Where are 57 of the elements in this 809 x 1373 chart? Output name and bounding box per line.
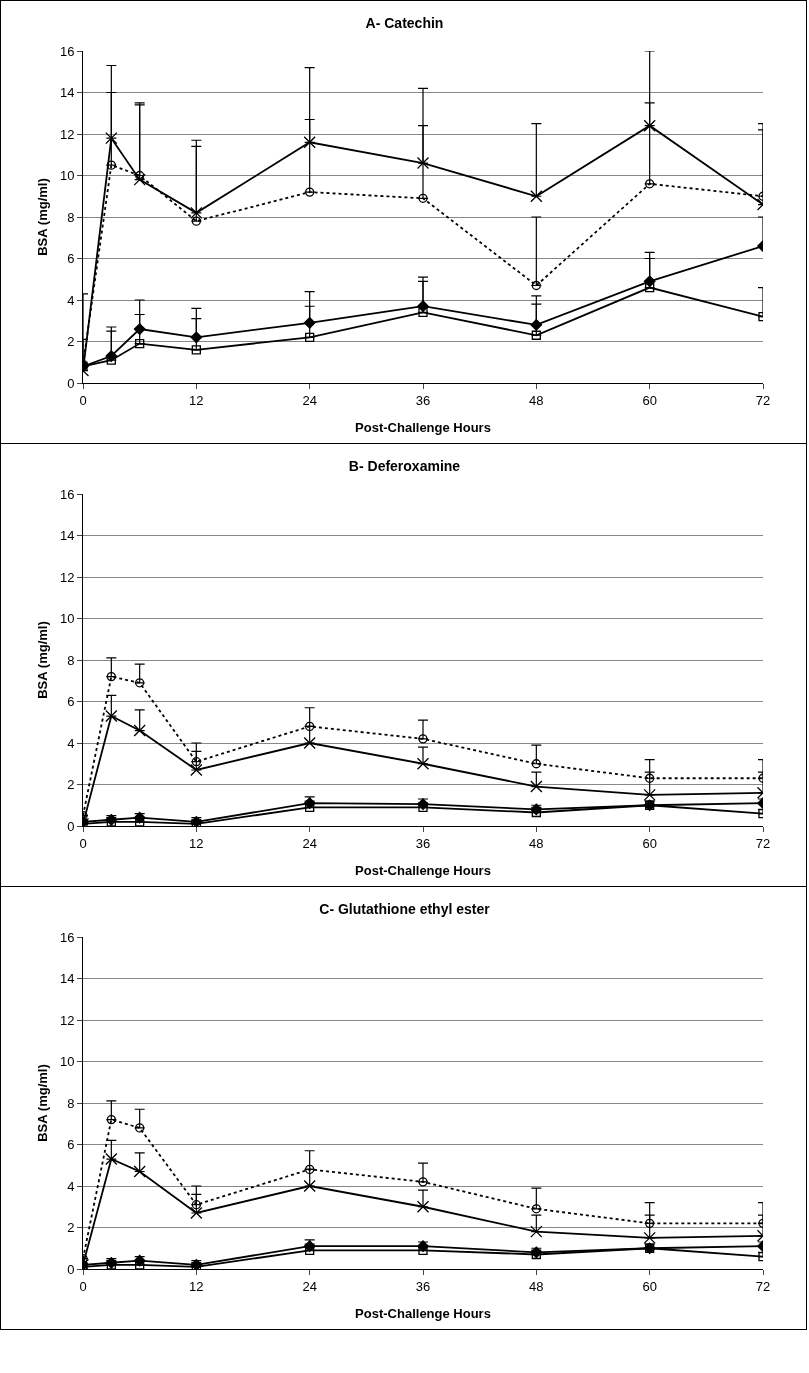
x-tick-label: 24 [302, 835, 317, 851]
x-tick-label: 60 [642, 1278, 657, 1294]
x-tick-label: 72 [755, 835, 771, 851]
y-tick-label: 0 [67, 1261, 75, 1277]
x-tick-label: 48 [529, 835, 544, 851]
x-tick-label: 72 [755, 392, 771, 408]
x-tick-label: 48 [529, 1278, 544, 1294]
x-tick-label: 0 [79, 392, 87, 408]
y-tick-label: 16 [59, 43, 75, 59]
x-tick-label: 0 [79, 1278, 87, 1294]
y-tick-label: 8 [67, 209, 75, 225]
y-tick-label: 4 [67, 292, 75, 308]
y-tick-label: 8 [67, 1095, 75, 1111]
y-axis-title: BSA (mg/ml) [35, 178, 50, 256]
x-axis-title: Post-Challenge Hours [355, 863, 491, 878]
y-tick-label: 0 [67, 375, 75, 391]
y-tick-label: 4 [67, 735, 75, 751]
x-axis-title: Post-Challenge Hours [355, 420, 491, 435]
x-tick-label: 48 [529, 392, 544, 408]
y-tick-label: 2 [67, 1220, 75, 1236]
y-tick-label: 14 [59, 528, 75, 544]
x-tick-label: 60 [642, 835, 657, 851]
y-tick-label: 12 [59, 126, 75, 142]
chart-title: C- Glutathione ethyl ester [319, 900, 491, 917]
x-tick-label: 12 [189, 392, 204, 408]
x-tick-label: 72 [755, 1278, 771, 1294]
y-tick-label: 16 [59, 929, 75, 945]
y-tick-label: 10 [59, 1054, 75, 1070]
y-tick-label: 14 [59, 971, 75, 987]
x-tick-label: 36 [415, 392, 431, 408]
x-tick-label: 36 [415, 1278, 431, 1294]
y-tick-label: 2 [67, 777, 75, 793]
y-tick-label: 12 [59, 569, 75, 585]
x-tick-label: 24 [302, 392, 317, 408]
y-tick-label: 0 [67, 818, 75, 834]
chart-title: A- Catechin [365, 14, 444, 31]
y-tick-label: 6 [67, 694, 75, 710]
x-tick-label: 12 [189, 835, 204, 851]
y-tick-label: 14 [59, 85, 75, 101]
y-tick-label: 4 [67, 1178, 75, 1194]
y-tick-label: 10 [59, 168, 75, 184]
x-tick-label: 24 [302, 1278, 317, 1294]
y-tick-label: 12 [59, 1012, 75, 1028]
y-axis-title: BSA (mg/ml) [35, 1064, 50, 1142]
x-axis-title: Post-Challenge Hours [355, 1306, 491, 1321]
x-tick-label: 36 [415, 835, 431, 851]
y-tick-label: 6 [67, 1137, 75, 1153]
chart-title: B- Deferoxamine [348, 457, 461, 474]
y-tick-label: 16 [59, 486, 75, 502]
y-tick-label: 10 [59, 611, 75, 627]
y-tick-label: 8 [67, 652, 75, 668]
y-tick-label: 6 [67, 251, 75, 267]
y-axis-title: BSA (mg/ml) [35, 621, 50, 699]
x-tick-label: 60 [642, 392, 657, 408]
x-tick-label: 12 [189, 1278, 204, 1294]
y-tick-label: 2 [67, 334, 75, 350]
x-tick-label: 0 [79, 835, 87, 851]
